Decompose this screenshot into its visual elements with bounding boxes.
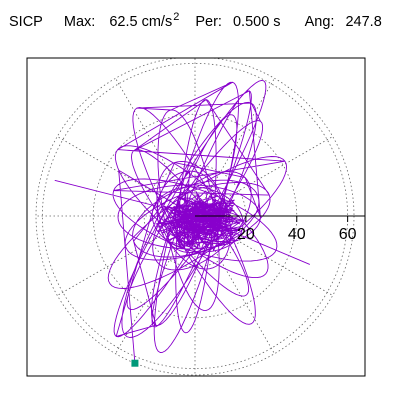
max-marker [131,359,139,367]
grid-spoke-150 [57,136,196,217]
max-unit: cm/s [141,14,173,30]
angle-value: 247.8 [345,14,382,30]
motion-trace [54,79,310,367]
max-value: 62.5 [109,14,138,30]
period-value: 0.500 s [232,14,281,30]
grid-spoke-120 [115,78,196,217]
station-code: SICP [9,14,43,30]
angle-label: Ang: [304,14,335,30]
period-label: Per: [195,14,222,30]
grid-spoke-330 [194,215,333,296]
orbit-trace-path [54,79,310,364]
max-unit-exponent: 2 [173,11,180,23]
grid-spoke-60 [194,78,275,217]
grid-spoke-300 [194,215,275,354]
tick-label-20: 20 [237,226,255,243]
radial-axis: 20 40 60 [195,215,365,243]
grid-spoke-30 [194,136,333,217]
plot-frame [26,57,366,377]
plot-header: SICP Max: 62.5 cm/s2 Per: 0.500 s Ang: 2… [9,11,382,30]
tick-label-40: 40 [288,226,306,243]
tick-label-60: 60 [339,226,357,243]
max-label: Max: [63,14,96,30]
grid-spoke-210 [57,215,196,296]
